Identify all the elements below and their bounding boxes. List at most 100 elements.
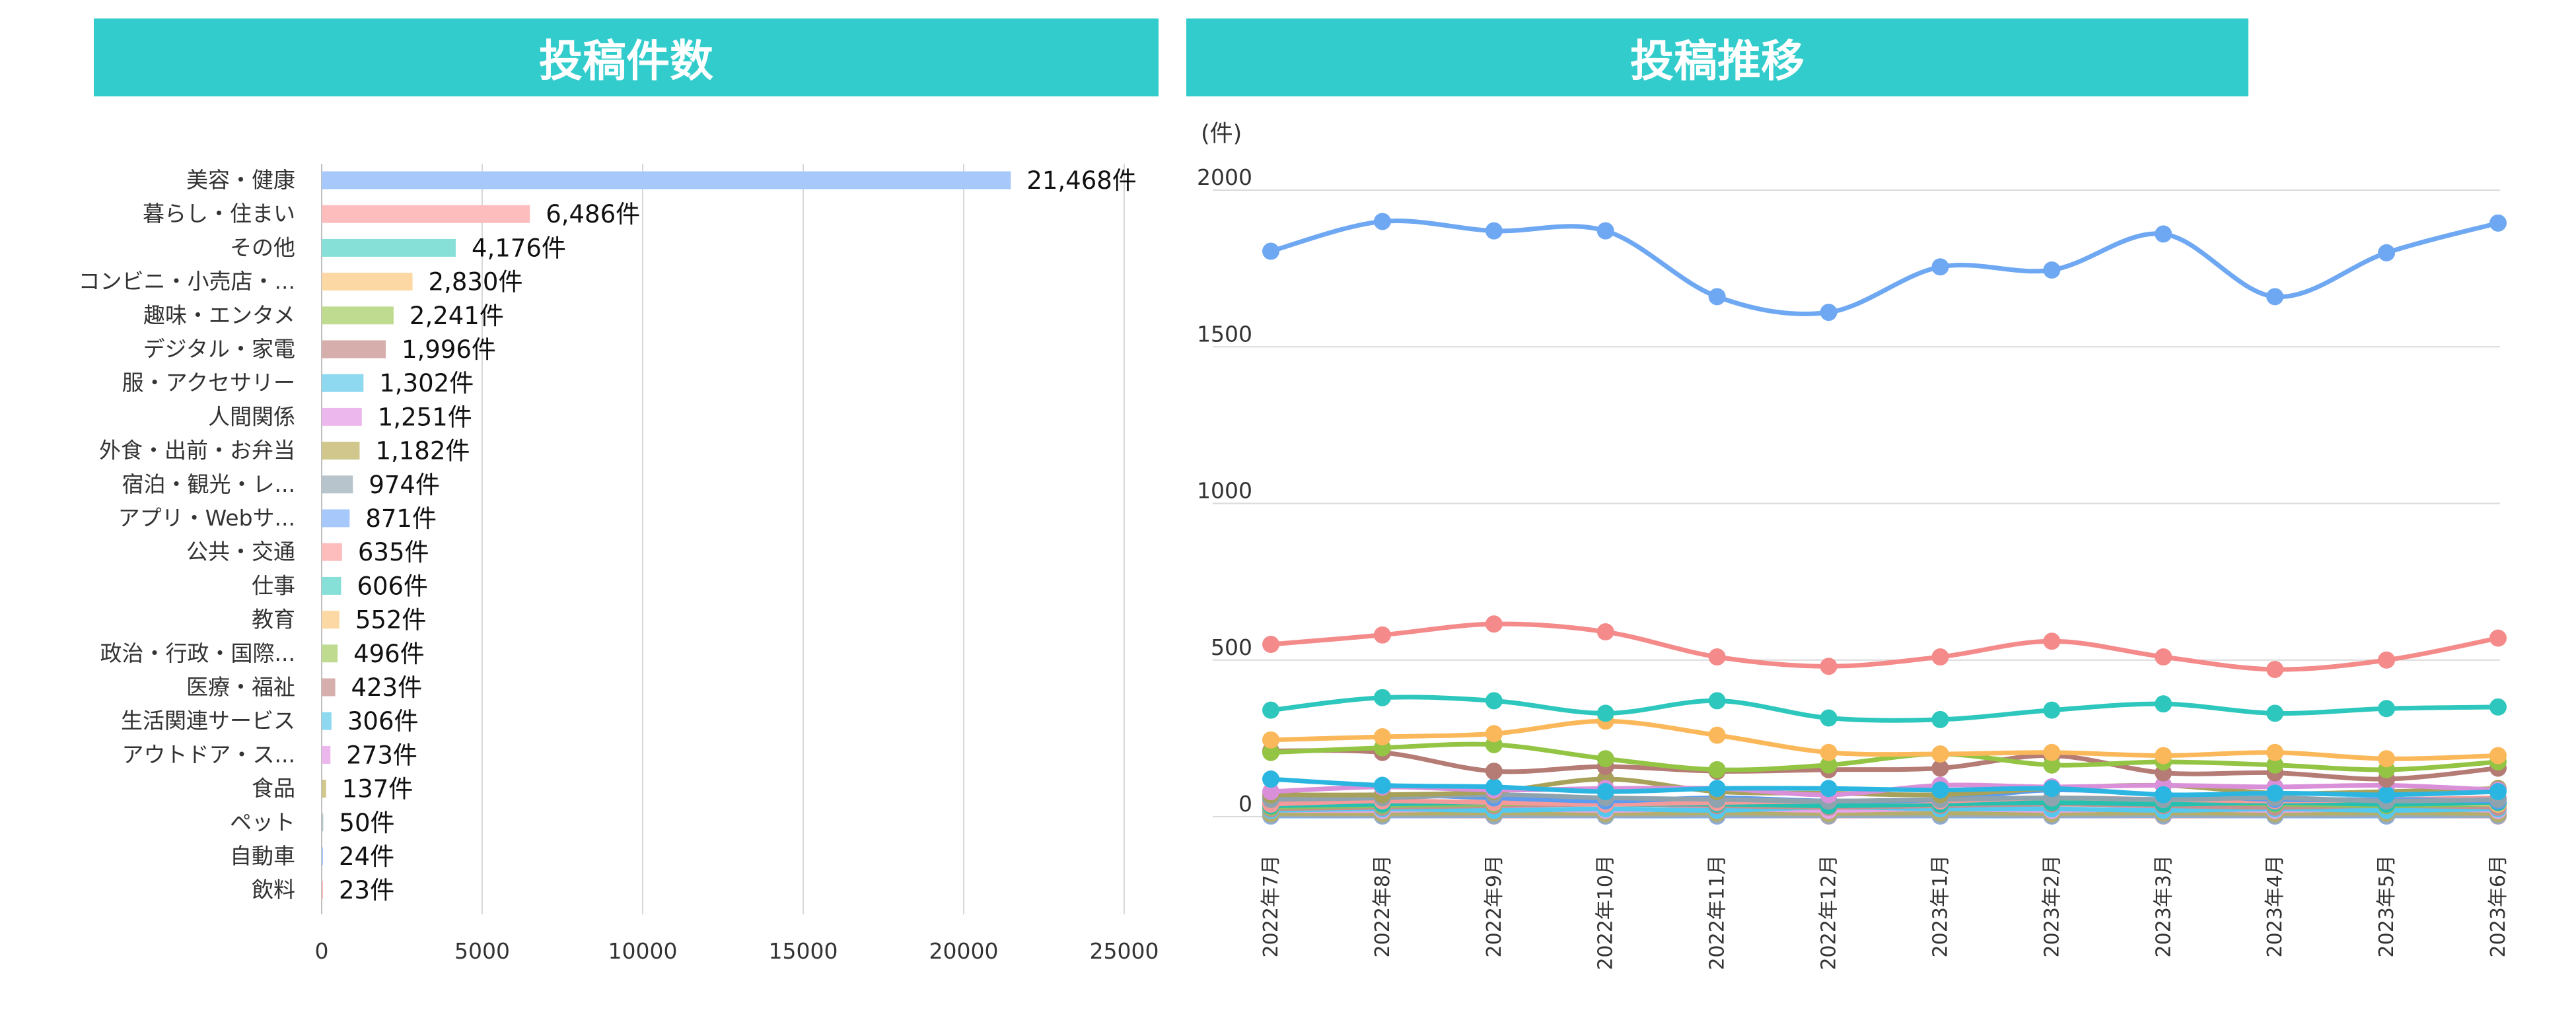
data-point — [1262, 701, 1279, 719]
data-point — [1373, 689, 1391, 706]
line-x-tick-label: 2023年1月 — [1929, 855, 1952, 957]
bar-value-label: 137件 — [342, 775, 413, 803]
bar-value-label: 496件 — [353, 640, 425, 668]
data-point — [2043, 780, 2061, 798]
data-point — [1820, 756, 1838, 774]
data-point — [1596, 704, 1614, 722]
bar-category-label: ペット — [230, 809, 295, 835]
data-point — [2378, 786, 2396, 803]
data-point — [1262, 731, 1279, 749]
data-point — [2489, 747, 2507, 765]
line-series — [1262, 689, 2507, 728]
line-x-tick-label: 2023年4月 — [2264, 855, 2287, 957]
data-point — [2155, 648, 2172, 666]
data-point — [1262, 783, 1279, 801]
bar-x-tick-label: 15000 — [769, 938, 838, 964]
bar-category-label: 服・アクセサリー — [122, 370, 295, 395]
series-line — [1270, 792, 2499, 803]
bar-category-label: 飲料 — [252, 877, 295, 903]
bar — [322, 238, 456, 257]
bar — [322, 780, 326, 798]
line-series — [1262, 770, 2507, 803]
line-y-tick-label: 500 — [1211, 634, 1252, 660]
data-point — [1931, 710, 1949, 728]
bar-value-label: 6,486件 — [546, 200, 640, 228]
data-point — [1708, 692, 1726, 710]
data-point — [1262, 242, 1279, 260]
bar — [322, 611, 340, 629]
data-point — [1820, 780, 1838, 798]
bar — [322, 576, 341, 595]
bar — [322, 881, 323, 899]
data-point — [2155, 225, 2172, 243]
bar-category-label: 人間関係 — [208, 403, 295, 429]
line-series — [1262, 213, 2507, 322]
bar — [322, 442, 360, 460]
data-point — [2489, 629, 2507, 647]
bar-value-label: 423件 — [351, 673, 423, 702]
bar-category-label: 食品 — [252, 776, 295, 801]
bar-value-label: 2,830件 — [429, 268, 523, 296]
bar-x-tick-label: 5000 — [454, 938, 510, 964]
data-point — [1485, 615, 1503, 633]
data-point — [2266, 784, 2284, 802]
data-point — [1485, 692, 1503, 710]
data-point — [1708, 648, 1726, 666]
bar-value-label: 50件 — [339, 809, 394, 837]
bar — [322, 813, 324, 832]
bar — [322, 509, 350, 528]
bar-category-label: 宿泊・観光・レ... — [122, 471, 295, 497]
data-point — [2378, 244, 2396, 261]
data-point — [1262, 743, 1279, 761]
data-point — [1596, 783, 1614, 801]
data-point — [2043, 756, 2061, 774]
bar-x-tick-label: 20000 — [929, 938, 999, 964]
line-x-tick-label: 2023年2月 — [2040, 855, 2063, 957]
bar-category-label: 仕事 — [252, 572, 295, 598]
bar-value-label: 4,176件 — [472, 234, 566, 262]
bar — [322, 475, 353, 494]
data-point — [2155, 695, 2172, 713]
data-point — [1485, 222, 1503, 240]
bar — [322, 644, 338, 663]
bar-category-label: コンビニ・小売店・... — [79, 269, 295, 294]
bar-category-label: デジタル・家電 — [143, 336, 295, 362]
series-line — [1270, 695, 2499, 723]
line-y-tick-label: 1000 — [1197, 478, 1252, 504]
bar-category-label: 医療・福祉 — [186, 674, 295, 700]
bar-category-label: 外食・出前・お弁当 — [99, 438, 295, 463]
data-point — [1596, 222, 1614, 240]
data-point — [2266, 704, 2284, 722]
bar-value-label: 2,241件 — [410, 302, 504, 330]
data-point — [1708, 726, 1726, 744]
bar-value-label: 1,302件 — [379, 369, 474, 397]
line-y-axis-unit-label: (件) — [1201, 121, 1242, 147]
line-x-tick-label: 2023年6月 — [2487, 855, 2510, 957]
line-series — [1262, 742, 2507, 788]
bar-value-label: 306件 — [347, 707, 419, 735]
data-point — [2266, 660, 2284, 678]
data-point — [2043, 743, 2061, 761]
bar-value-label: 552件 — [355, 606, 427, 634]
bar — [322, 306, 394, 325]
line-x-tick-label: 2022年10月 — [1594, 855, 1618, 971]
bar — [322, 273, 413, 291]
data-point — [2043, 632, 2061, 650]
data-point — [1708, 288, 1726, 306]
series-line — [1270, 218, 2499, 316]
bar — [322, 745, 331, 764]
bar-value-label: 635件 — [358, 538, 429, 566]
bar-value-label: 23件 — [339, 876, 394, 904]
data-point — [1485, 778, 1503, 796]
data-point — [1596, 623, 1614, 641]
line-x-tick-label: 2022年11月 — [1706, 855, 1729, 971]
line-x-tick-label: 2022年9月 — [1483, 855, 1506, 957]
data-point — [2378, 750, 2396, 768]
bar-value-label: 24件 — [339, 842, 394, 871]
bar-category-label: 暮らし・住まい — [143, 201, 295, 226]
data-point — [1931, 648, 1949, 666]
bar-value-label: 871件 — [365, 504, 437, 533]
data-point — [2266, 756, 2284, 774]
data-point — [1262, 636, 1279, 654]
